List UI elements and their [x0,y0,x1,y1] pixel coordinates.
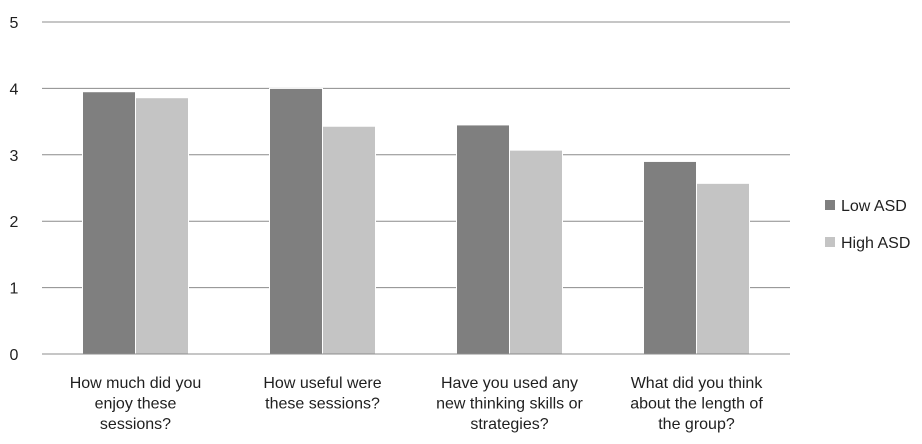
category-label: about the length of [630,396,763,413]
bar-low-asd [456,124,510,355]
category-label: Have you used any [441,375,578,392]
category-label: How useful were [263,375,381,392]
bar-high-asd [322,125,376,355]
category-label: enjoy these [95,396,177,413]
category-label: the group? [658,416,735,433]
legend-label: Low ASD [841,198,907,215]
bars [82,87,750,355]
y-axis-ticks: 0 1 2 3 4 5 [10,15,19,364]
bar-high-asd [135,97,189,355]
category-label: new thinking skills or [436,396,583,413]
category-labels: How much did you enjoy these sessions? How … [70,375,764,433]
y-tick-label: 2 [10,214,19,231]
y-tick-label: 0 [10,347,19,364]
y-tick-label: 5 [10,15,19,32]
bar-low-asd [643,160,697,355]
legend-swatch [825,200,835,210]
category-label: these sessions? [265,396,380,413]
legend-swatch [825,237,835,247]
bar-high-asd [696,182,750,355]
bar-low-asd [82,91,136,355]
legend-label: High ASD [841,235,910,252]
y-tick-label: 4 [10,81,19,98]
category-label: strategies? [470,416,548,433]
bar-high-asd [509,149,563,355]
bar-low-asd [269,87,323,355]
legend: Low ASD High ASD [825,198,910,252]
category-label: sessions? [100,416,171,433]
category-label: How much did you [70,375,202,392]
y-tick-label: 3 [10,148,19,165]
category-label: What did you think [631,375,764,392]
y-tick-label: 1 [10,281,19,298]
